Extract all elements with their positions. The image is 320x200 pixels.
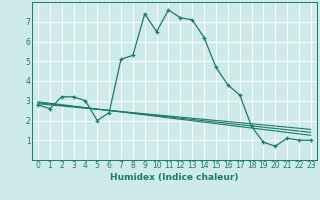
- X-axis label: Humidex (Indice chaleur): Humidex (Indice chaleur): [110, 173, 239, 182]
